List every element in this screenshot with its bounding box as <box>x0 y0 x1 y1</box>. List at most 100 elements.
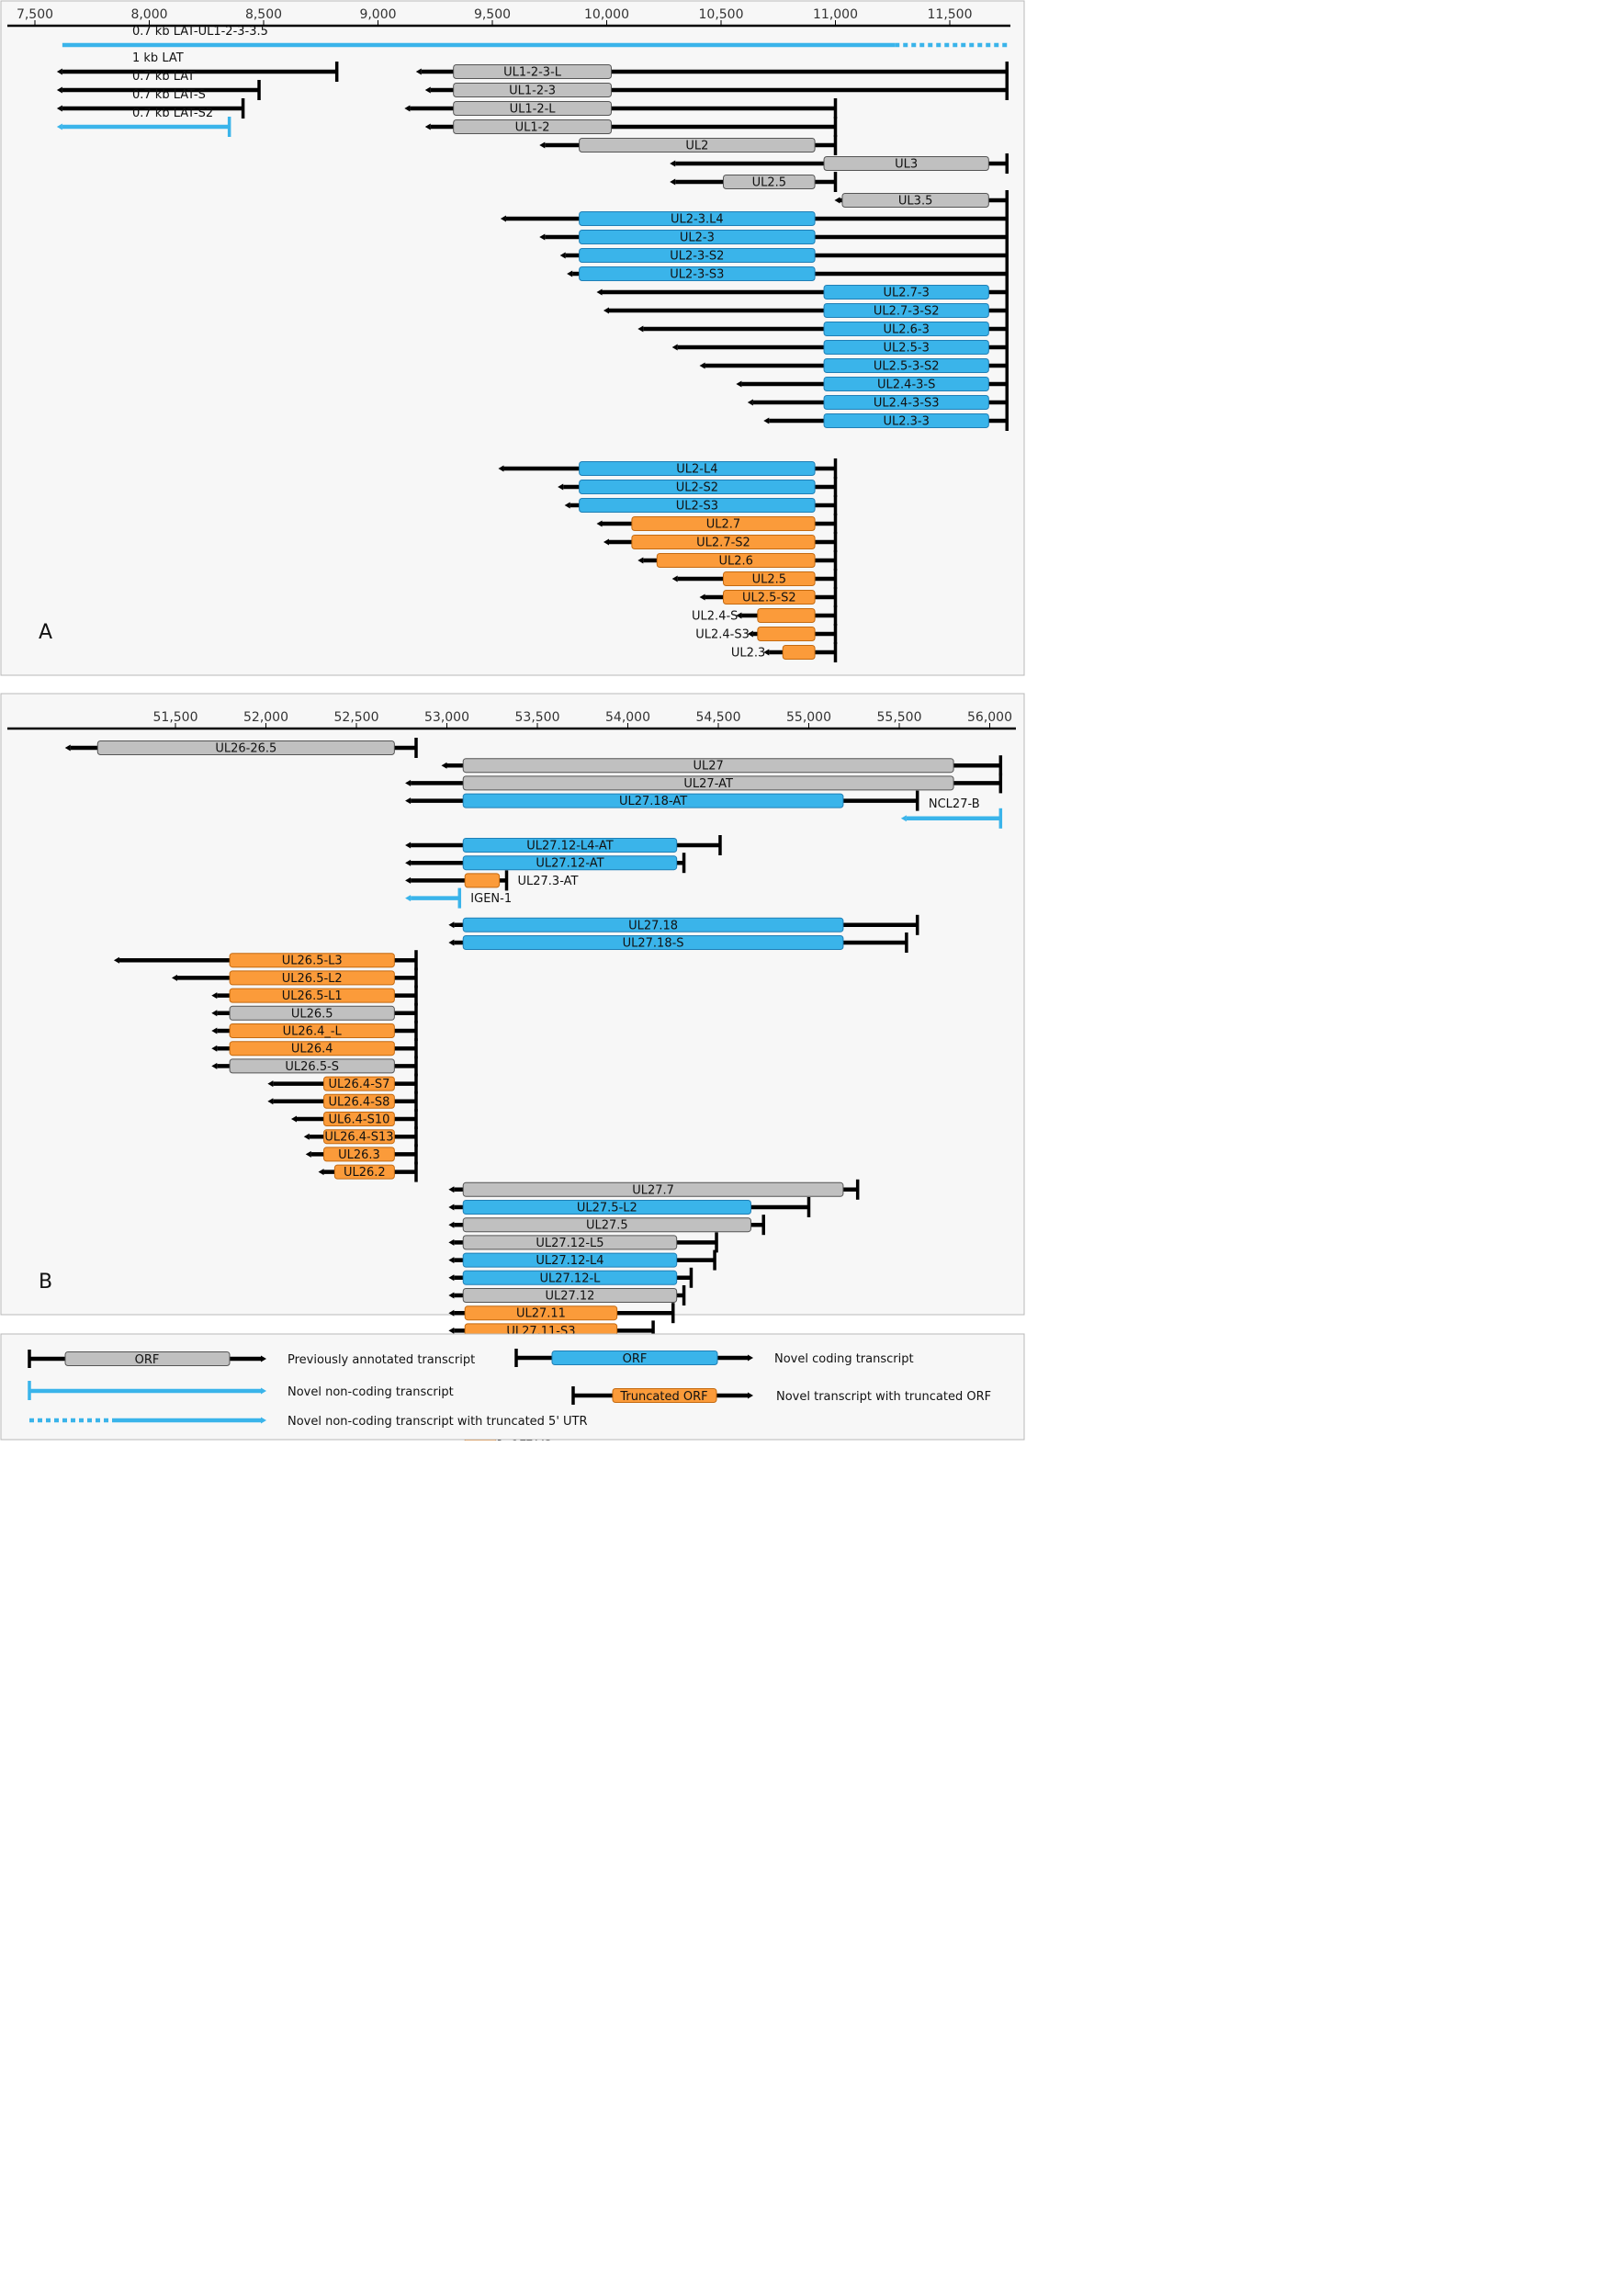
orf-label: UL2-3-S2 <box>670 250 724 264</box>
orf-box <box>722 590 816 605</box>
orf-box <box>333 1164 395 1180</box>
orf-box <box>462 1252 678 1268</box>
legend-noncoding-arrow <box>261 1387 266 1395</box>
arrow-head <box>171 974 177 981</box>
orf-label: UL2-3 <box>680 232 715 245</box>
transcript-ul26-4: UL26.4 <box>211 1038 418 1059</box>
orf-label: UL26.4 <box>291 1043 333 1057</box>
panel-b: 51,500 52,000 52,500 53,000 53,500 54,000 54,5… <box>0 693 1025 1441</box>
transcript-ul2-5: UL2.5 <box>671 569 838 589</box>
orf-box <box>229 1023 395 1038</box>
orf-box <box>323 1112 395 1126</box>
orf-box <box>323 1076 395 1091</box>
orf-box <box>96 740 395 755</box>
orf-label: UL6.4-S10 <box>328 1113 389 1127</box>
transcript-ul2-6-3: UL2.6-3 <box>637 319 1009 339</box>
orf-box <box>579 230 816 244</box>
arrow-head <box>424 86 431 94</box>
arrow-head <box>56 123 62 130</box>
orf-label: UL27-AT <box>683 777 733 791</box>
arrow-head <box>448 1327 455 1334</box>
transcript-ul26-4-l: UL26.4_-L <box>211 1021 418 1041</box>
transcript-ul26-4-s8: UL26.4-S8 <box>267 1091 418 1112</box>
orf-box <box>462 793 844 808</box>
orf-box <box>229 1041 395 1057</box>
orf-label: UL2.4-3-S3 <box>874 397 940 411</box>
transcript-ul2-5-s2: UL2.5-S2 <box>699 587 838 607</box>
transcript-ul2-5-3: UL2.5-3 <box>671 337 1009 357</box>
orf-box <box>631 535 816 549</box>
orf-label: UL2.5-3-S2 <box>874 360 940 374</box>
orf-box <box>462 758 954 774</box>
orf-box <box>229 1058 395 1074</box>
transcript-ul2-3-3: UL2.3-3 <box>763 411 1009 431</box>
tick-label-10-000: 10,000 <box>584 7 629 22</box>
transcript-ul6-4-s10: UL6.4-S10 <box>290 1109 418 1129</box>
transcript-ul2-s3: UL2-S3 <box>564 495 838 515</box>
transcript-ul2-4-s: UL2.4-S <box>692 605 838 626</box>
transcript-ul27: UL27 <box>441 755 1003 776</box>
arrow-head <box>671 344 678 351</box>
orf-box <box>462 1217 751 1233</box>
orf-label: UL27.7 <box>632 1183 674 1197</box>
orf-label: UL2-L4 <box>676 463 717 477</box>
transcript-ul2-3: UL2.3 <box>731 642 838 662</box>
orf-box <box>823 377 989 391</box>
arrow-head <box>113 956 119 964</box>
transcript-ul27-18-at: UL27.18-AT <box>405 790 919 811</box>
orf-label: UL26.4-S7 <box>328 1078 389 1091</box>
transcript-label: NCL27-B <box>929 797 980 811</box>
arrow-head <box>448 1238 455 1246</box>
transcript-ul2-7-3-s2: UL2.7-3-S2 <box>603 300 1009 321</box>
orf-box <box>229 1005 395 1021</box>
transcript-ul2-3-s3: UL2-3-S3 <box>567 264 1009 284</box>
arrow-head <box>699 593 705 601</box>
arrow-head <box>448 1221 455 1228</box>
orf-box <box>229 970 395 986</box>
arrow-head <box>267 1098 274 1105</box>
orf-label: UL26.4-S8 <box>328 1095 389 1109</box>
arrow-head <box>699 362 705 369</box>
transcript-ul2-4-3-s3: UL2.4-3-S3 <box>747 392 1009 413</box>
arrow-head <box>736 380 742 388</box>
panel-a-ticks: 7,500 8,000 8,500 9,000 9,500 10,000 10,500 11,… <box>17 7 973 26</box>
orf-label: UL2.7-3 <box>883 287 929 300</box>
transcript-label: 0.7 kb LAT <box>132 70 195 84</box>
orf-label: UL1-2-3-L <box>503 66 562 80</box>
orf-label: UL27.18-S <box>623 937 684 951</box>
transcript-ul1-2-3-l: UL1-2-3-L <box>415 62 1009 82</box>
legend-coding-arrow <box>748 1354 753 1362</box>
transcript-ul26-5-s: UL26.5-S <box>211 1056 418 1077</box>
arrow-head <box>763 649 770 656</box>
arrow-head <box>448 921 455 929</box>
legend-novel-noncoding: Novel non-coding transcript <box>28 1381 454 1400</box>
arrow-head <box>64 744 71 752</box>
orf-box <box>229 988 395 1003</box>
arrow-head <box>56 86 62 94</box>
orf-label: UL27.5 <box>586 1219 628 1233</box>
orf-label: UL3.5 <box>898 195 932 209</box>
tick-label-11-500: 11,500 <box>928 7 973 22</box>
transcript-ul27-12: UL27.12 <box>448 1285 686 1305</box>
transcript-label: UL27.3-AT <box>518 875 579 888</box>
orf-label: UL26.5-L3 <box>282 955 343 968</box>
orf-box <box>229 953 395 968</box>
orf-box <box>579 498 816 513</box>
orf-label: UL1-2-3 <box>509 85 556 98</box>
orf-label: UL27.12-AT <box>536 857 603 871</box>
orf-box <box>722 175 816 189</box>
arrow-head <box>448 1186 455 1193</box>
arrow-head <box>211 1010 218 1017</box>
transcript-ul27-at: UL27-AT <box>405 773 1003 794</box>
orf-box <box>782 645 816 660</box>
orf-box <box>462 775 954 791</box>
orf-label: UL2-3.L4 <box>671 213 724 227</box>
figure: 7,500 8,000 8,500 9,000 9,500 10,000 10,500 11,… <box>0 0 1025 1441</box>
transcript-0-7-kb-lat: 0.7 kb LAT <box>56 70 261 100</box>
arrow-head <box>404 105 411 112</box>
orf-box <box>823 303 989 318</box>
orf-label: UL26.5-L2 <box>282 972 343 986</box>
arrow-head <box>56 68 62 75</box>
transcript-ul27-5-l2: UL27.5-L2 <box>448 1197 811 1217</box>
legend-truncated-utr: Novel non-coding transcript with truncat… <box>29 1415 588 1429</box>
